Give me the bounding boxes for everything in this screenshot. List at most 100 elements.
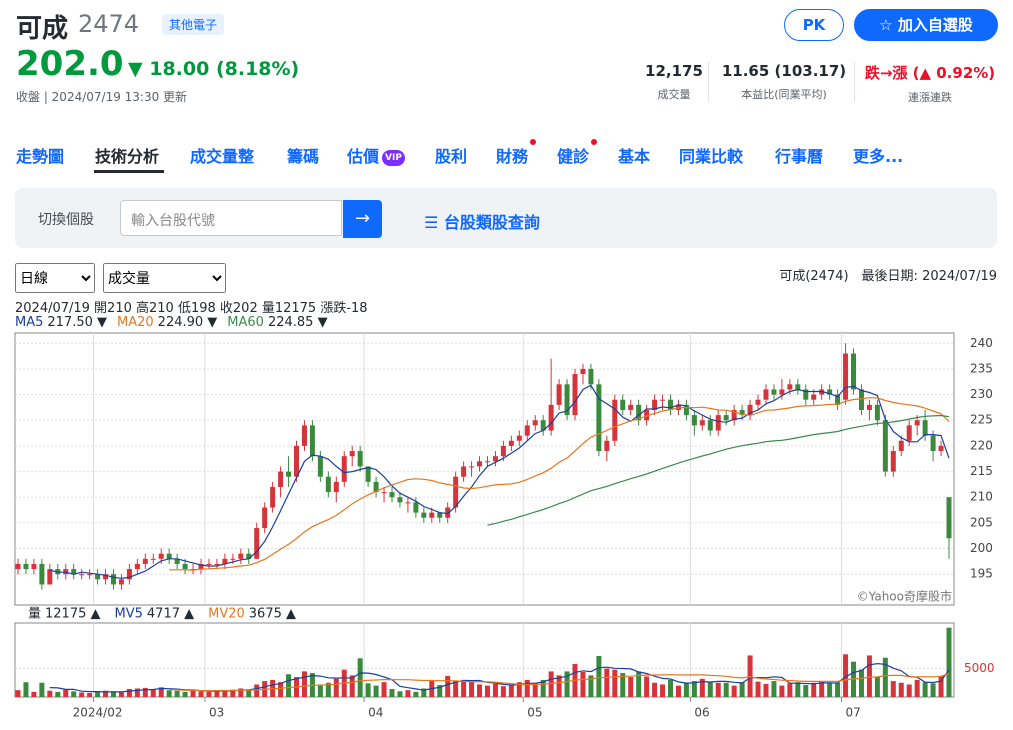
search-button[interactable]: → [343, 200, 382, 238]
ma-name: MA60 [227, 315, 264, 330]
candle-body [715, 415, 721, 431]
candle-body [405, 502, 411, 504]
volume-bar [55, 691, 61, 697]
add-watchlist-button[interactable]: ☆ 加入自選股 [854, 9, 998, 41]
tab[interactable]: 走勢圖 [16, 143, 64, 167]
candle-body [71, 569, 77, 575]
candle-body [262, 507, 268, 529]
ohlc-info: 2024/07/19 開210 高210 低198 收202 量12175 漲跌… [15, 301, 368, 316]
candle-body [238, 553, 244, 559]
candle-body [477, 461, 483, 467]
candle-body [492, 456, 498, 462]
period-select[interactable]: 日線 [15, 263, 95, 293]
volume-frame [14, 622, 955, 698]
candle-body [246, 553, 252, 559]
volume-legend-value: 4717 ▲ [147, 607, 194, 622]
stat-label: 本益比(同業平均) [741, 88, 827, 101]
candle-body [508, 440, 514, 446]
candle-body [357, 451, 363, 467]
tab[interactable]: 技術分析 [95, 143, 159, 167]
volume-bar [683, 682, 689, 697]
change: ▼ 18.00 (8.18%) [128, 58, 299, 80]
candle-body [429, 512, 435, 518]
volume-bar [158, 687, 164, 697]
volume-bar [23, 682, 29, 697]
volume-bar [532, 682, 538, 697]
tab[interactable]: 同業比較 [679, 143, 743, 167]
volume-bar [500, 686, 506, 697]
volume-bar [357, 658, 363, 697]
indicator-select[interactable]: 成交量 [103, 263, 226, 293]
candle-body [389, 492, 395, 498]
tab[interactable]: 成交量整 [190, 143, 254, 167]
candle-body [325, 476, 331, 493]
candle-body [620, 399, 626, 410]
volume-legend-name: MV20 [208, 607, 245, 622]
candle-body [580, 368, 586, 375]
candle-body [198, 563, 204, 570]
volume-bar [325, 682, 331, 697]
volume-bar [827, 683, 833, 697]
vip-badge: VIP [382, 149, 405, 166]
stat-label: 連漲連跌 [908, 91, 952, 104]
search-input[interactable]: 輸入台股代號 [120, 200, 342, 236]
volume-bar [150, 689, 156, 697]
candle-body [636, 404, 642, 421]
pk-button[interactable]: PK [784, 9, 844, 41]
candle-body [572, 374, 578, 416]
candle-body [795, 384, 801, 390]
volume-bar [492, 683, 498, 697]
industry-badge[interactable]: 其他電子 [162, 14, 225, 35]
tab[interactable]: 估價 VIP [347, 143, 405, 167]
tab[interactable]: 更多... [853, 143, 903, 167]
volume-bar [596, 656, 602, 697]
stat-value: 12,175 [645, 62, 703, 80]
candle-body [516, 435, 522, 441]
star-icon: ☆ [879, 16, 898, 34]
candle-body [556, 384, 562, 405]
candle-body [309, 425, 315, 457]
volume-bar [787, 683, 793, 697]
volume-bar [15, 690, 21, 697]
volume-bar [906, 684, 912, 697]
month-label: 04 [368, 706, 383, 720]
candle-body [484, 461, 490, 463]
tab[interactable]: 股利 [435, 143, 467, 167]
volume-bar [803, 685, 809, 697]
y-tick-label: 195 [970, 567, 993, 581]
candle-body [349, 451, 355, 457]
volume-bar [190, 689, 196, 697]
candle-body [843, 353, 849, 400]
tab[interactable]: 行事曆 [775, 143, 823, 167]
category-link[interactable]: ☰ 台股類股查詢 [424, 213, 540, 232]
stat: 11.65 (103.17) 本益比(同業平均) [714, 62, 855, 102]
volume-bar [79, 692, 85, 697]
y-tick-label: 230 [970, 387, 993, 401]
volume-bar [779, 685, 785, 697]
tab[interactable]: 基本 [618, 143, 650, 167]
month-label: 05 [527, 706, 542, 720]
candle-body [938, 445, 944, 452]
candle-body [906, 425, 912, 441]
candle-body [214, 563, 220, 565]
volume-bar [254, 684, 260, 697]
tab[interactable]: 財務 [496, 139, 537, 167]
y-tick-label: 210 [970, 490, 993, 504]
volume-bar [835, 682, 841, 697]
candle-body [142, 558, 148, 564]
tab[interactable]: 健診 [557, 139, 598, 167]
month-label: 03 [209, 706, 224, 720]
volume-bar [230, 689, 236, 697]
candle-body [882, 420, 888, 472]
y-tick-label: 220 [970, 438, 993, 452]
stat-value: 跌→漲 (▲ 0.92%) [864, 64, 996, 82]
candle-body [87, 574, 93, 576]
tab[interactable]: 籌碼 [287, 143, 319, 167]
tab-label: 股利 [435, 147, 468, 166]
volume-legend-value: 3675 ▲ [249, 607, 296, 622]
candle-body [612, 399, 618, 441]
candle-body [683, 404, 689, 416]
tab-label: 同業比較 [679, 147, 744, 166]
tab-label: 健診 [557, 147, 590, 166]
add-text: 加入自選股 [897, 16, 973, 34]
